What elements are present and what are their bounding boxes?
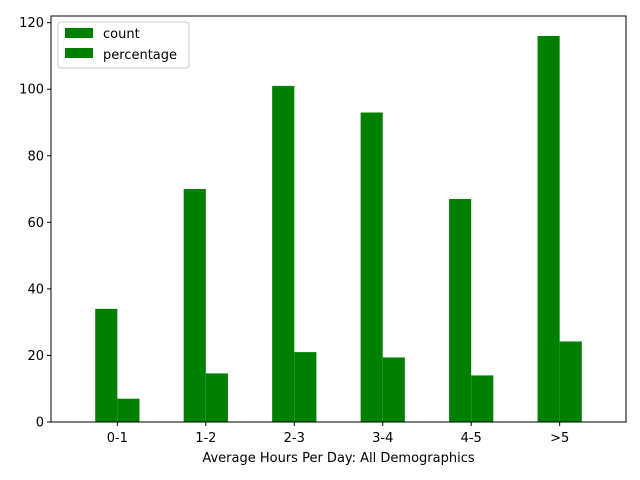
bar-percentage->5 bbox=[559, 341, 582, 422]
plot-frame bbox=[50, 15, 627, 423]
y-tick-label-20: 20 bbox=[27, 349, 44, 364]
y-tick-label-60: 60 bbox=[27, 216, 44, 231]
x-tick-label->5: >5 bbox=[550, 431, 569, 446]
x-tick-label-3-4: 3-4 bbox=[372, 431, 393, 446]
y-axis: 0 20 40 60 80 100 120 bbox=[19, 16, 51, 431]
bar-count-0-1 bbox=[95, 308, 118, 422]
legend-label-percentage: percentage bbox=[103, 48, 177, 63]
bar-count-2-3 bbox=[272, 85, 295, 422]
x-axis-label: Average Hours Per Day: All Demographics bbox=[202, 451, 475, 466]
bar-count-4-5 bbox=[449, 199, 472, 422]
y-tick-label-120: 120 bbox=[19, 16, 44, 31]
bars bbox=[95, 35, 582, 422]
y-tick-label-80: 80 bbox=[27, 149, 44, 164]
y-tick-label-100: 100 bbox=[19, 83, 44, 98]
x-axis: 0-1 1-2 2-3 3-4 4-5 >5 bbox=[107, 422, 569, 446]
legend-swatch-percentage bbox=[65, 48, 93, 58]
x-tick-label-1-2: 1-2 bbox=[195, 431, 216, 446]
legend: count percentage bbox=[57, 21, 190, 69]
bar-percentage-2-3 bbox=[294, 352, 317, 422]
bar-percentage-0-1 bbox=[117, 398, 140, 422]
x-tick-label-4-5: 4-5 bbox=[461, 431, 482, 446]
legend-swatch-count bbox=[65, 28, 93, 38]
x-tick-label-2-3: 2-3 bbox=[284, 431, 305, 446]
x-tick-label-0-1: 0-1 bbox=[107, 431, 128, 446]
bar-count-3-4 bbox=[360, 112, 383, 422]
bar-percentage-3-4 bbox=[382, 357, 405, 422]
bar-percentage-1-2 bbox=[205, 373, 228, 422]
y-tick-label-0: 0 bbox=[36, 416, 44, 431]
y-tick-label-40: 40 bbox=[27, 282, 44, 297]
bar-count-1-2 bbox=[183, 189, 206, 422]
bar-count->5 bbox=[537, 35, 560, 422]
bar-percentage-4-5 bbox=[471, 375, 494, 422]
legend-label-count: count bbox=[103, 27, 140, 42]
